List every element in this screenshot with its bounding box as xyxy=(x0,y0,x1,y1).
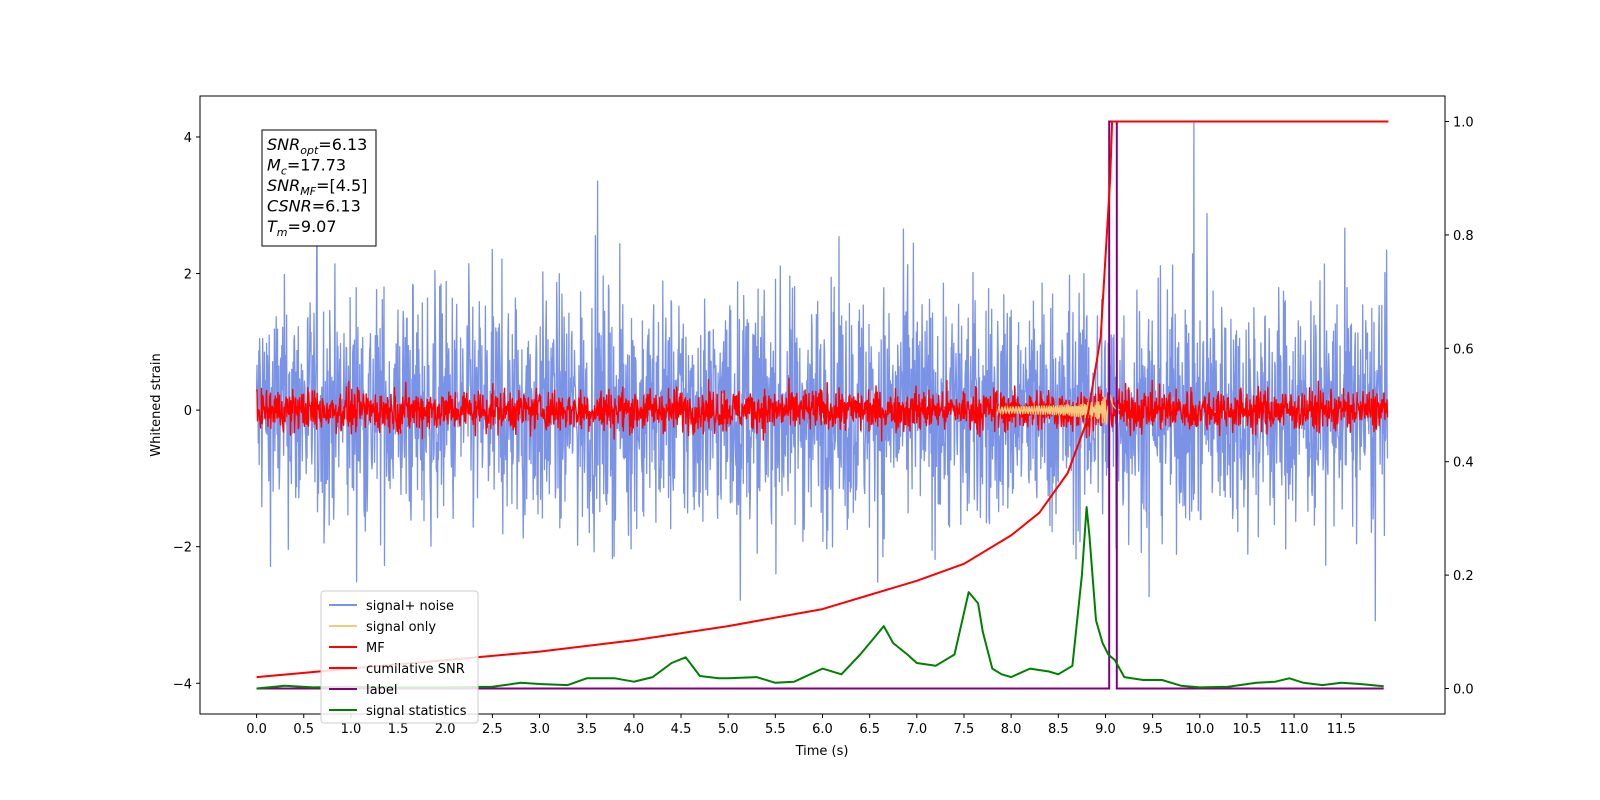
x-tick-label: 2.5 xyxy=(482,722,503,737)
y-right-tick-label: 1.0 xyxy=(1453,116,1474,131)
series-signal-statistics xyxy=(256,506,1384,690)
annotation-line: CSNR=6.13 xyxy=(267,197,361,216)
x-tick-label: 4.5 xyxy=(671,722,692,737)
legend-frame xyxy=(320,590,479,724)
series-mf xyxy=(255,377,1389,442)
annotation-value: =6.13 xyxy=(312,197,361,216)
x-tick-label: 7.5 xyxy=(954,722,975,737)
y-right-tick-label: 0.6 xyxy=(1453,342,1474,357)
annotation-line: SNRMF=[4.5] xyxy=(267,176,367,198)
y-left-tick-label: 0 xyxy=(184,404,192,419)
x-tick-label: 8.0 xyxy=(1001,722,1022,737)
x-tick-label: 10.5 xyxy=(1232,722,1261,737)
annotation-line: Mc=17.73 xyxy=(267,156,346,178)
y-left-tick-label: −2 xyxy=(173,541,192,556)
x-tick-label: 7.0 xyxy=(906,722,927,737)
x-tick-label: 1.0 xyxy=(341,722,362,737)
x-axis-title: Time (s) xyxy=(795,744,849,759)
x-tick-label: 5.5 xyxy=(765,722,786,737)
annotation-subscript: MF xyxy=(300,185,316,198)
y-right-tick-label: 0.2 xyxy=(1453,569,1474,584)
series-cumulative-snr xyxy=(256,120,1389,679)
annotation-symbol: SNR xyxy=(267,176,300,195)
series-signal-only xyxy=(996,394,1120,432)
legend: signal+ noise signal only MF cumilative SNR… xyxy=(320,590,479,724)
y-left-tick-label: −4 xyxy=(173,677,192,692)
x-tick-label: 3.5 xyxy=(576,722,597,737)
y-axis-left: −4 −2 0 2 4 xyxy=(173,131,200,692)
annotation-value: =9.07 xyxy=(288,217,337,236)
annotation-value: =6.13 xyxy=(318,135,367,154)
y-right-tick-label: 0.8 xyxy=(1453,229,1474,244)
annotation-subscript: c xyxy=(281,165,287,178)
annotation-value: =[4.5] xyxy=(316,176,367,195)
annotation-frame xyxy=(261,129,377,247)
x-tick-label: 0.0 xyxy=(246,722,267,737)
annotation-symbol: SNR xyxy=(267,135,300,154)
x-tick-label: 2.0 xyxy=(435,722,456,737)
x-tick-label: 6.0 xyxy=(812,722,833,737)
y-left-tick-label: 2 xyxy=(184,268,192,283)
x-tick-label: 5.0 xyxy=(718,722,739,737)
y-right-tick-label: 0.0 xyxy=(1453,682,1474,697)
annotation-subscript: m xyxy=(277,226,288,239)
plot-area xyxy=(255,120,1389,690)
annotation-symbol: CSNR xyxy=(267,197,312,216)
x-tick-label: 10.0 xyxy=(1185,722,1214,737)
annotation-subscript: opt xyxy=(300,144,319,157)
x-tick-label: 9.5 xyxy=(1142,722,1163,737)
legend-label: signal statistics xyxy=(366,704,467,719)
annotation-box: SNRopt=6.13Mc=17.73SNRMF=[4.5]CSNR=6.13T… xyxy=(261,129,377,247)
x-tick-label: 0.5 xyxy=(293,722,314,737)
legend-label: cumilative SNR xyxy=(366,662,465,677)
x-tick-label: 8.5 xyxy=(1048,722,1069,737)
x-tick-label: 4.0 xyxy=(624,722,645,737)
x-tick-label: 11.0 xyxy=(1280,722,1309,737)
legend-label: signal+ noise xyxy=(366,599,454,614)
x-tick-label: 6.5 xyxy=(859,722,880,737)
y-left-tick-label: 4 xyxy=(184,131,192,146)
x-axis: 0.0 0.5 1.0 1.5 2.0 2.5 3.0 3.5 4.0 4.5 5.0 5.5 6.0 6… xyxy=(246,714,1356,737)
y-axis-left-title: Whitened strain xyxy=(149,353,164,456)
legend-label: signal only xyxy=(366,620,436,635)
legend-label: label xyxy=(366,683,397,698)
annotation-value: =17.73 xyxy=(287,156,346,175)
y-axis-right: 0.0 0.2 0.4 0.6 0.8 1.0 xyxy=(1445,116,1474,697)
annotation-symbol: T xyxy=(267,217,278,236)
x-tick-label: 3.0 xyxy=(529,722,550,737)
series-signal-noise xyxy=(255,122,1389,622)
annotation-line: Tm=9.07 xyxy=(267,217,337,239)
annotation-line: SNRopt=6.13 xyxy=(267,135,367,157)
y-right-tick-label: 0.4 xyxy=(1453,456,1474,471)
x-tick-label: 11.5 xyxy=(1327,722,1356,737)
x-tick-label: 1.5 xyxy=(388,722,409,737)
annotation-symbol: M xyxy=(267,156,281,175)
legend-label: MF xyxy=(366,641,385,656)
x-tick-label: 9.0 xyxy=(1095,722,1116,737)
